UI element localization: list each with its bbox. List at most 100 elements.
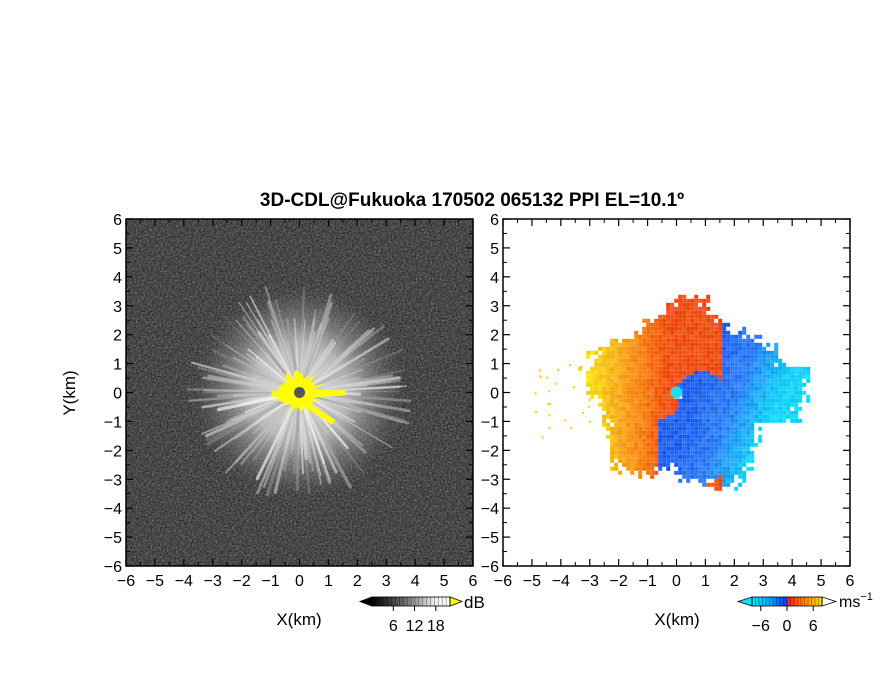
- velocity-cell: [710, 418, 715, 423]
- velocity-cell: [638, 442, 643, 447]
- velocity-cell: [702, 434, 707, 439]
- velocity-cell: [586, 382, 591, 387]
- velocity-cell: [722, 414, 727, 419]
- velocity-cell: [726, 430, 731, 435]
- velocity-cell: [686, 446, 691, 451]
- colorbar-tick-label: 0: [783, 618, 792, 635]
- y-tick-label: −4: [104, 501, 122, 518]
- velocity-cell: [722, 394, 727, 399]
- velocity-cell: [750, 466, 755, 471]
- velocity-cell: [662, 386, 667, 391]
- velocity-cell: [622, 422, 627, 427]
- velocity-cell: [682, 330, 687, 335]
- velocity-cell: [722, 354, 727, 359]
- velocity-cell: [694, 446, 699, 451]
- velocity-cell: [722, 458, 727, 463]
- left-colorbar-ticks: 6 12 18: [371, 597, 451, 635]
- velocity-cell: [694, 354, 699, 359]
- velocity-cell: [638, 374, 643, 379]
- velocity-cell: [766, 362, 771, 367]
- velocity-cell: [602, 402, 607, 407]
- velocity-cell: [698, 470, 703, 475]
- velocity-cell: [722, 326, 727, 331]
- velocity-cell: [650, 386, 655, 391]
- velocity-cell: [774, 346, 779, 351]
- velocity-cell: [626, 454, 631, 459]
- velocity-cell: [758, 358, 763, 363]
- velocity-cell: [614, 390, 619, 395]
- velocity-cell: [718, 358, 723, 363]
- velocity-cell: [694, 382, 699, 387]
- velocity-cell: [666, 318, 671, 323]
- velocity-cell: [718, 390, 723, 395]
- velocity-cell: [618, 394, 623, 399]
- velocity-cell: [626, 458, 631, 463]
- velocity-cell: [766, 410, 771, 415]
- velocity-cell: [674, 422, 679, 427]
- velocity-cell: [742, 430, 747, 435]
- velocity-cell: [686, 330, 691, 335]
- velocity-cell: [658, 410, 663, 415]
- velocity-cell: [722, 426, 727, 431]
- velocity-cell: [654, 434, 659, 439]
- velocity-cell: [622, 394, 627, 399]
- velocity-cell: [750, 342, 755, 347]
- velocity-cell: [778, 358, 783, 363]
- velocity-cell: [706, 422, 711, 427]
- velocity-cell: [598, 346, 603, 351]
- velocity-cell: [790, 418, 795, 423]
- velocity-cell: [638, 430, 643, 435]
- velocity-cell: [622, 446, 627, 451]
- velocity-cell: [750, 362, 755, 367]
- velocity-cell: [626, 402, 631, 407]
- velocity-cell: [662, 378, 667, 383]
- velocity-cell: [786, 406, 791, 411]
- velocity-cell: [790, 398, 795, 403]
- velocity-cell: [794, 366, 799, 371]
- velocity-cell: [614, 386, 619, 391]
- velocity-cell: [770, 398, 775, 403]
- velocity-cell: [650, 382, 655, 387]
- velocity-cell: [594, 362, 599, 367]
- velocity-cell: [606, 402, 611, 407]
- velocity-cell: [738, 410, 743, 415]
- velocity-cell: [702, 422, 707, 427]
- velocity-cell: [778, 402, 783, 407]
- velocity-cell: [586, 370, 591, 375]
- velocity-cell: [662, 458, 667, 463]
- velocity-cell: [786, 366, 791, 371]
- x-tick-label: 2: [730, 573, 739, 590]
- velocity-cell: [710, 390, 715, 395]
- velocity-cell: [774, 394, 779, 399]
- velocity-cell: [658, 454, 663, 459]
- velocity-cell: [778, 406, 783, 411]
- velocity-cell: [674, 430, 679, 435]
- velocity-cell: [622, 414, 627, 419]
- velocity-cell: [754, 386, 759, 391]
- velocity-cell: [678, 310, 683, 315]
- velocity-cell: [686, 362, 691, 367]
- velocity-cell: [774, 378, 779, 383]
- velocity-cell: [742, 394, 747, 399]
- velocity-cell: [658, 338, 663, 343]
- velocity-cell: [694, 326, 699, 331]
- velocity-cell: [678, 318, 683, 323]
- velocity-cell: [602, 378, 607, 383]
- velocity-cell: [662, 370, 667, 375]
- velocity-cell: [782, 414, 787, 419]
- velocity-cell: [790, 410, 795, 415]
- velocity-cell: [686, 318, 691, 323]
- velocity-cell: [742, 326, 747, 331]
- velocity-cell: [662, 346, 667, 351]
- velocity-cell: [690, 382, 695, 387]
- velocity-cell: [754, 402, 759, 407]
- velocity-cell: [690, 458, 695, 463]
- velocity-cell: [662, 318, 667, 323]
- velocity-speckle: [541, 436, 544, 439]
- velocity-cell: [686, 310, 691, 315]
- velocity-cell: [710, 398, 715, 403]
- velocity-cell: [750, 426, 755, 431]
- velocity-cell: [738, 398, 743, 403]
- velocity-speckle: [568, 364, 571, 366]
